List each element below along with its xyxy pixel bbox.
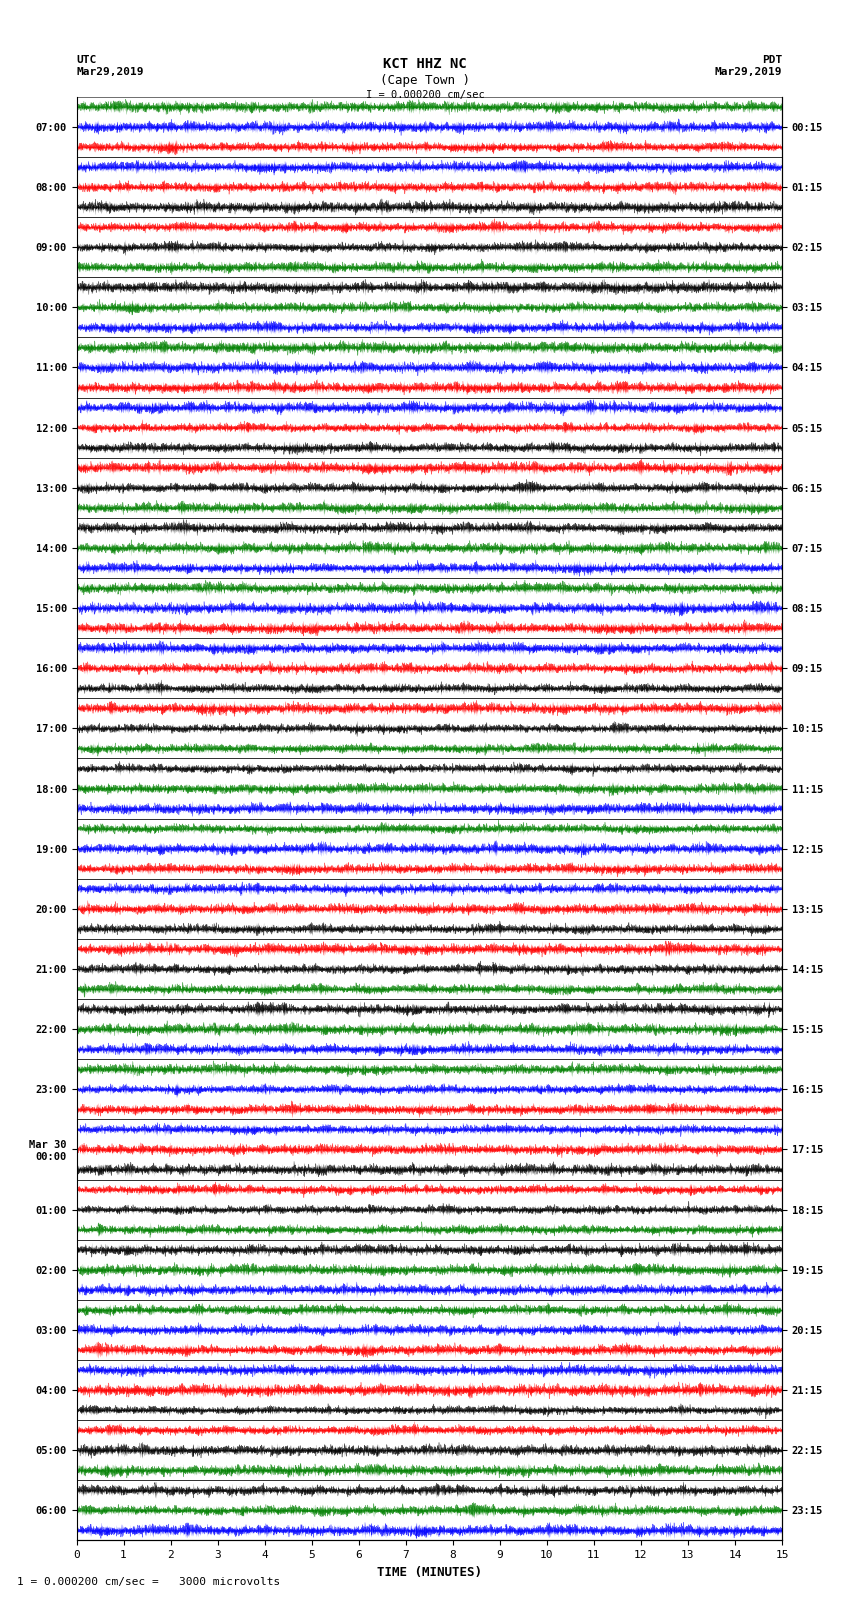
X-axis label: TIME (MINUTES): TIME (MINUTES) [377, 1566, 482, 1579]
Text: UTC: UTC [76, 55, 97, 65]
Text: Mar29,2019: Mar29,2019 [76, 68, 144, 77]
Text: PDT: PDT [762, 55, 782, 65]
Text: Mar29,2019: Mar29,2019 [715, 68, 782, 77]
Text: (Cape Town ): (Cape Town ) [380, 74, 470, 87]
Text: 1 = 0.000200 cm/sec =   3000 microvolts: 1 = 0.000200 cm/sec = 3000 microvolts [17, 1578, 280, 1587]
Text: KCT HHZ NC: KCT HHZ NC [383, 56, 467, 71]
Text: I = 0.000200 cm/sec: I = 0.000200 cm/sec [366, 90, 484, 100]
